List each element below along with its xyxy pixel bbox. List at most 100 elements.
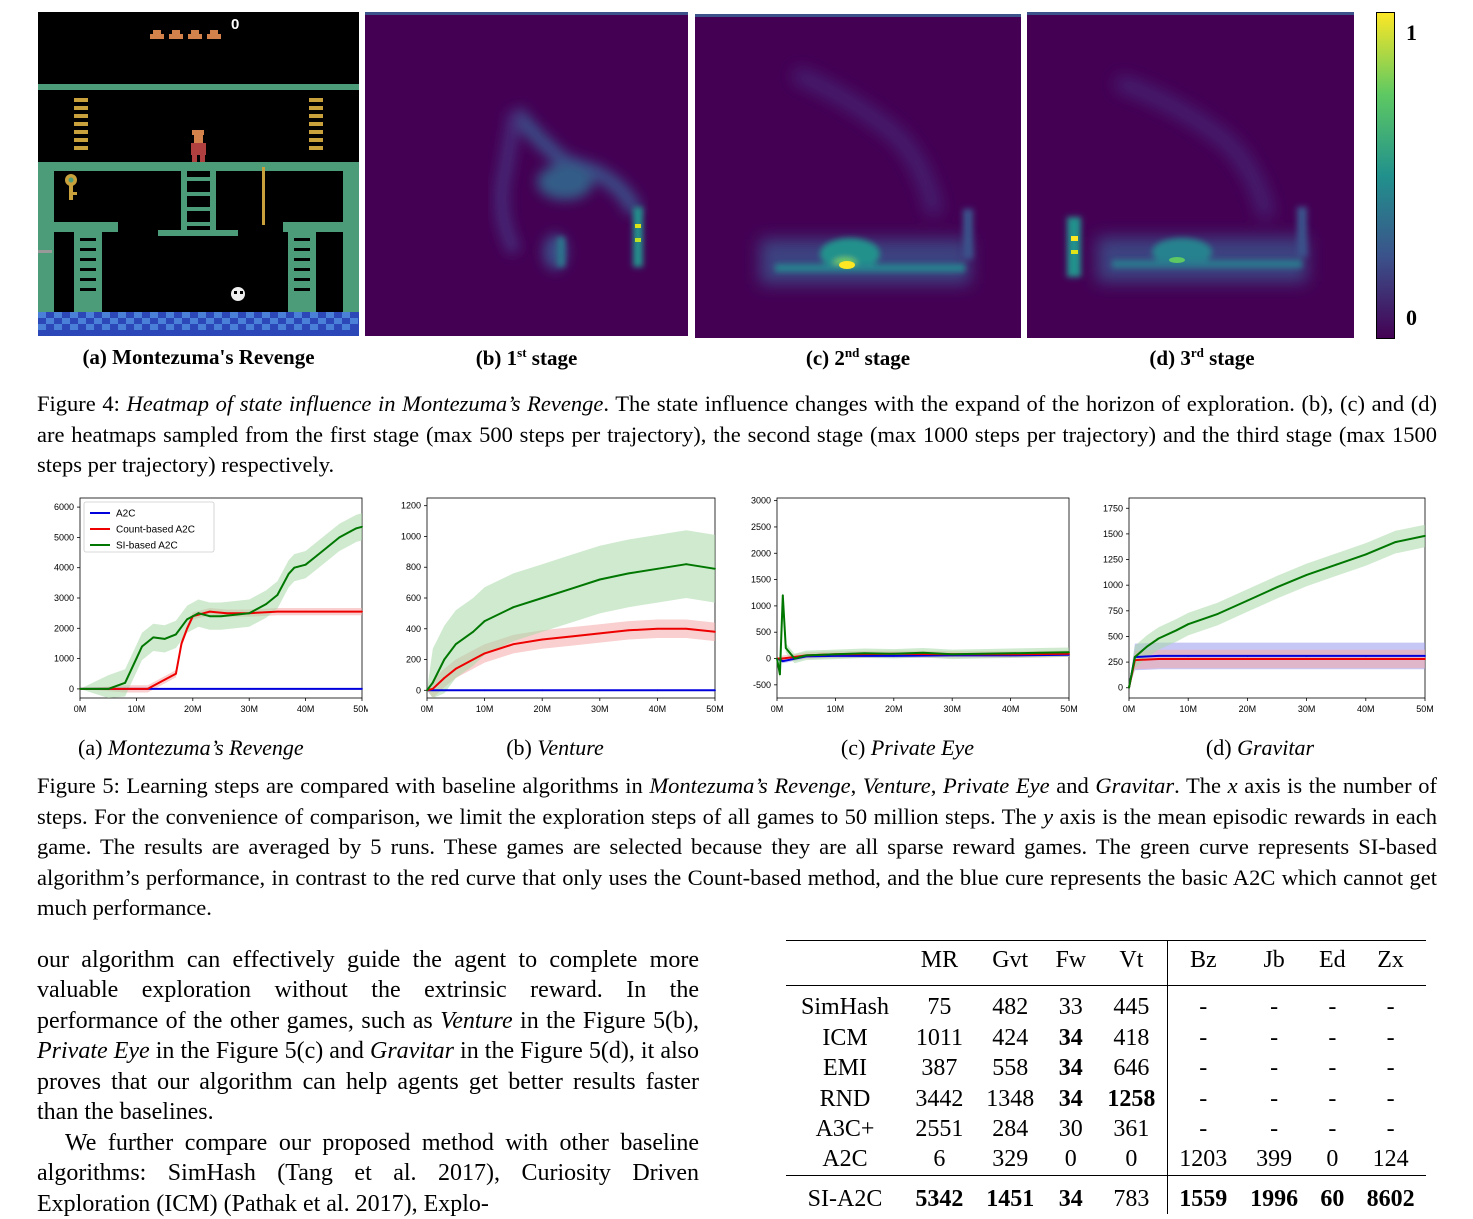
chart-gravitar: 0 250 500 750 1000 1250 1500 1750 0M 10M 20M 30M 40M… bbox=[1103, 497, 1434, 714]
y-tick-label: 3000 bbox=[751, 496, 771, 506]
data-point bbox=[304, 610, 307, 613]
table-row: EMI 387 558 34 646 - - - - bbox=[786, 1053, 1426, 1084]
x-tick-label: 10M bbox=[128, 704, 146, 714]
data-point bbox=[1424, 655, 1426, 657]
y-tick-label: 1250 bbox=[1103, 555, 1123, 565]
y-tick-label: 0 bbox=[69, 684, 74, 694]
table-cell: - bbox=[1328, 1055, 1337, 1082]
table-cell: 361 bbox=[1113, 1116, 1150, 1143]
data-point bbox=[1335, 563, 1338, 566]
montezuma-game-frame: 0 bbox=[38, 12, 359, 336]
data-point bbox=[349, 530, 352, 533]
y-tick-label: 600 bbox=[406, 593, 421, 603]
table-cell: 329 bbox=[992, 1146, 1029, 1173]
data-point bbox=[656, 567, 659, 570]
data-point bbox=[570, 587, 572, 590]
y-tick-label: 2500 bbox=[751, 522, 771, 532]
table-cell: 34 bbox=[1058, 1055, 1083, 1082]
data-point bbox=[315, 554, 318, 557]
data-point bbox=[793, 657, 796, 660]
data-point bbox=[1187, 623, 1190, 626]
data-point bbox=[779, 673, 781, 676]
table-row: A3C+ 2551 284 30 361 - - - - bbox=[786, 1114, 1426, 1145]
y-tick-label: 2000 bbox=[751, 548, 771, 558]
table-cell: 418 bbox=[1113, 1024, 1150, 1051]
data-point bbox=[483, 689, 486, 692]
y-tick-label: 500 bbox=[756, 627, 771, 637]
figure-4-caption: Figure 4: Heatmap of state influence in … bbox=[37, 391, 1437, 477]
x-tick-label: 30M bbox=[1298, 704, 1316, 714]
data-point bbox=[146, 688, 149, 690]
fig4-subcaption-a: (a) Montezuma's Revenge bbox=[82, 345, 315, 369]
lives-icon bbox=[150, 30, 221, 39]
data-point bbox=[141, 645, 143, 648]
x-tick-label: 0M bbox=[74, 704, 87, 714]
table-cell: 1559 bbox=[1166, 1174, 1239, 1215]
data-point bbox=[431, 681, 434, 684]
skull-icon bbox=[231, 287, 245, 301]
table-cell: 60 bbox=[1309, 1174, 1356, 1215]
data-point bbox=[248, 688, 251, 690]
data-point bbox=[627, 629, 630, 632]
heatmap-stage-2 bbox=[695, 14, 1021, 338]
table-cell: 424 bbox=[992, 1024, 1029, 1051]
x-tick-label: 40M bbox=[649, 704, 667, 714]
data-point bbox=[714, 630, 716, 633]
data-point bbox=[1305, 658, 1308, 660]
data-point bbox=[158, 681, 160, 684]
data-point bbox=[107, 688, 110, 690]
data-point bbox=[135, 657, 138, 660]
data-point bbox=[361, 688, 363, 690]
data-point bbox=[186, 618, 189, 621]
colorbar bbox=[1376, 12, 1395, 339]
data-point bbox=[355, 527, 358, 530]
table-cell: - bbox=[1270, 1085, 1279, 1112]
heatmap-stage-1 bbox=[365, 12, 688, 336]
fig5-subcaption-b: (b) Venture bbox=[506, 735, 604, 760]
y-tick-label: 1500 bbox=[751, 575, 771, 585]
data-point bbox=[922, 651, 924, 654]
table-header-cell: Zx bbox=[1355, 941, 1426, 987]
fig4-subcaption-d: (d) 3rd stage bbox=[1149, 345, 1255, 370]
x-tick-label: 0M bbox=[1123, 704, 1136, 714]
y-tick-label: 800 bbox=[406, 562, 421, 572]
data-point bbox=[892, 652, 895, 655]
y-tick-label: 4000 bbox=[54, 563, 74, 573]
data-point bbox=[512, 606, 515, 609]
data-point bbox=[656, 627, 659, 630]
x-tick-label: 10M bbox=[1179, 704, 1197, 714]
y-tick-label: 750 bbox=[1108, 606, 1123, 616]
data-point bbox=[776, 657, 778, 660]
data-point bbox=[1246, 599, 1249, 602]
y-tick-label: 1000 bbox=[54, 654, 74, 664]
table-header-cell: Vt bbox=[1095, 941, 1168, 987]
table-cell: 34 bbox=[1045, 1174, 1096, 1215]
data-point bbox=[431, 687, 434, 690]
data-point bbox=[208, 615, 211, 618]
data-point bbox=[1364, 655, 1367, 657]
data-point bbox=[79, 688, 81, 690]
data-point bbox=[152, 636, 155, 639]
data-point bbox=[1009, 652, 1012, 655]
table-cell: 3442 bbox=[915, 1085, 964, 1112]
center-ladder-icon bbox=[181, 162, 216, 234]
series-line bbox=[1128, 658, 1425, 688]
y-tick-label: 500 bbox=[1108, 631, 1123, 641]
data-point bbox=[892, 654, 895, 657]
x-tick-label: 10M bbox=[476, 704, 494, 714]
x-tick-label: 20M bbox=[184, 704, 202, 714]
table-cell: - bbox=[1328, 994, 1337, 1021]
fig4-subcaption-b: (b) 1st stage bbox=[475, 345, 578, 370]
row-name: EMI bbox=[823, 1055, 867, 1082]
results-table: MR Gvt Fw Vt Bz Jb Ed Zx SimHash 75 482 … bbox=[786, 941, 1426, 1215]
data-point bbox=[834, 654, 837, 657]
y-tick-label: 1750 bbox=[1103, 503, 1123, 513]
data-point bbox=[454, 643, 457, 646]
data-point bbox=[685, 627, 688, 630]
rope-icon bbox=[262, 167, 265, 225]
plot-area bbox=[776, 497, 1070, 699]
data-point bbox=[714, 689, 716, 692]
figure-5-caption: Figure 5: Learning steps are compared wi… bbox=[37, 773, 1437, 920]
data-point bbox=[163, 638, 166, 640]
table-cell: 0 bbox=[1125, 1146, 1138, 1173]
